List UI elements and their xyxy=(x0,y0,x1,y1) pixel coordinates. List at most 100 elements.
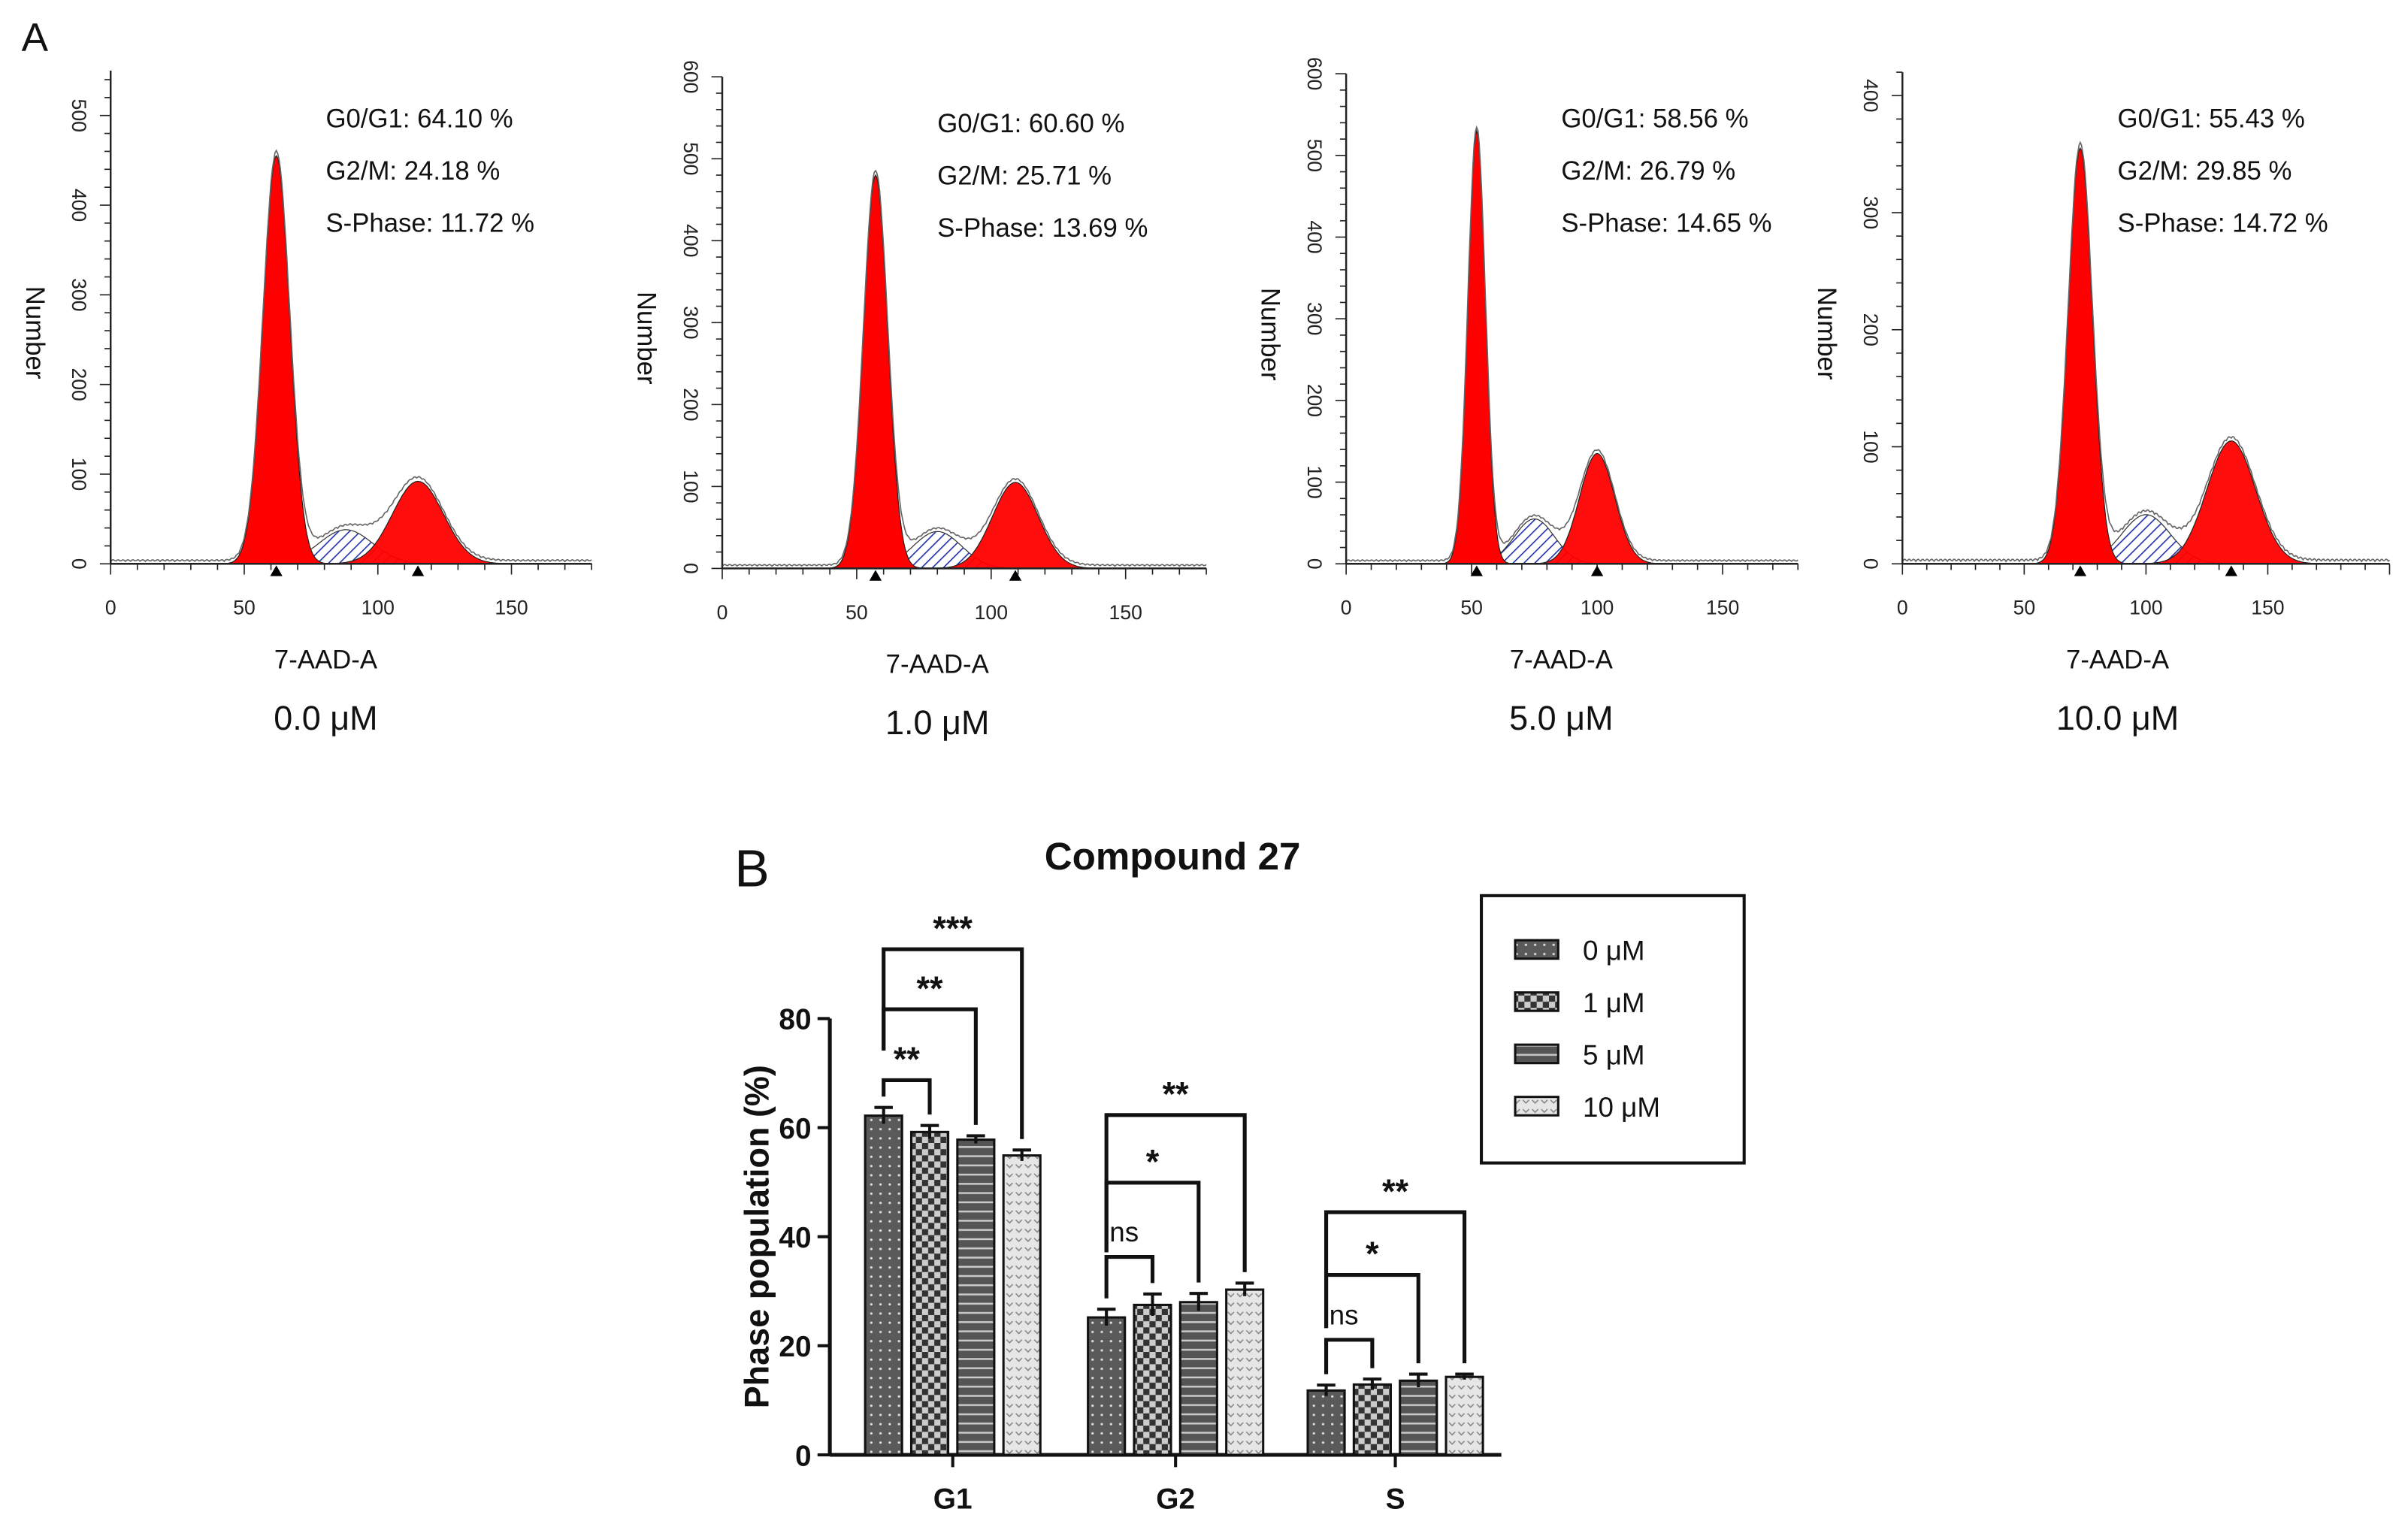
x-tick-label: 150 xyxy=(1109,601,1142,624)
legend-swatch xyxy=(1514,1043,1559,1065)
category-label: G2 xyxy=(1156,1483,1195,1516)
error-bar xyxy=(1408,1372,1428,1388)
error-bar xyxy=(920,1123,939,1139)
phase-stat: S-Phase: 11.72 % xyxy=(325,210,534,238)
bar xyxy=(1002,1154,1042,1456)
y-tick-label: 400 xyxy=(1859,79,1882,112)
legend-swatch xyxy=(1514,939,1559,960)
bar xyxy=(1133,1303,1172,1456)
y-tick-label: 500 xyxy=(68,99,90,132)
error-bar xyxy=(1143,1292,1162,1316)
s-phase-area xyxy=(110,529,592,564)
x-axis-label: 7-AAD-A xyxy=(274,646,378,674)
y-tick-label: 200 xyxy=(679,388,702,421)
significance-label: ** xyxy=(894,1040,921,1078)
significance-label: ** xyxy=(1382,1172,1409,1211)
y-tick-label: 40 xyxy=(779,1222,811,1254)
panel-b-label: B xyxy=(734,839,769,898)
y-tick-label: 20 xyxy=(779,1331,811,1363)
y-tick-label: 600 xyxy=(679,60,702,93)
significance-label: ** xyxy=(917,969,944,1008)
phase-stat: G2/M: 26.79 % xyxy=(1561,157,1735,186)
y-tick-label: 200 xyxy=(68,367,90,401)
phase-stat: G2/M: 24.18 % xyxy=(325,157,500,186)
condition-label: 10.0 μM xyxy=(2056,699,2179,737)
bar xyxy=(1399,1379,1438,1456)
histogram-envelope xyxy=(721,169,1207,567)
condition-label: 1.0 μM xyxy=(885,703,989,742)
y-tick-label: 500 xyxy=(1303,139,1326,172)
significance-bracket xyxy=(882,1078,932,1115)
error-bar xyxy=(967,1134,985,1144)
error-bar xyxy=(874,1105,893,1124)
phase-stat: S-Phase: 14.65 % xyxy=(1561,210,1771,238)
bar xyxy=(1087,1316,1127,1456)
y-tick-label: 100 xyxy=(1859,430,1882,463)
histogram-panels: 0 50 100 1500100200300400500Number7-AAD-A0.… xyxy=(20,57,2391,742)
x-tick-label: 50 xyxy=(233,597,256,619)
y-tick-label: 0 xyxy=(68,558,90,570)
y-tick-label: 200 xyxy=(1303,384,1326,417)
y-tick-label: 60 xyxy=(779,1113,811,1145)
condition-label: 0.0 μM xyxy=(274,699,377,737)
y-tick-label: 200 xyxy=(1859,313,1882,346)
g2-peak-area xyxy=(1346,452,1798,564)
legend-label: 10 μM xyxy=(1583,1092,1660,1123)
phase-stat: G0/G1: 58.56 % xyxy=(1561,105,1748,134)
phase-stat: S-Phase: 13.69 % xyxy=(937,214,1148,243)
significance-bracket xyxy=(882,947,1024,1139)
y-tick-label: 400 xyxy=(679,224,702,257)
g1-peak-area xyxy=(1346,129,1798,564)
x-tick-label: 150 xyxy=(2251,597,2284,619)
x-tick-label: 150 xyxy=(495,597,528,619)
significance-label: ns xyxy=(1330,1299,1359,1330)
peak-marker-icon xyxy=(2225,565,2237,576)
y-axis-label: Phase population (%) xyxy=(737,1065,776,1408)
peak-marker-icon xyxy=(1590,565,1604,576)
condition-label: 5.0 μM xyxy=(1509,699,1613,737)
significance-bracket xyxy=(1323,1338,1375,1374)
y-axis-label: Number xyxy=(632,292,661,385)
phase-stat: G2/M: 29.85 % xyxy=(2118,157,2292,186)
significance-bracket xyxy=(1104,1113,1247,1272)
bar xyxy=(1306,1389,1346,1456)
bar xyxy=(956,1138,996,1456)
y-tick-label: 400 xyxy=(68,189,90,222)
s-phase-area xyxy=(1902,514,2390,564)
x-tick-label: 100 xyxy=(362,597,395,619)
y-tick-label: 0 xyxy=(679,563,702,574)
histogram-panel: 0 50 100 150 0 100 200 300 400 500 600 Number 7-AAD-… xyxy=(1256,57,1799,737)
peak-marker-icon xyxy=(1009,570,1022,581)
y-tick-label: 300 xyxy=(679,306,702,339)
x-tick-label: 50 xyxy=(1460,597,1483,619)
error-bar xyxy=(1317,1383,1336,1396)
y-axis-label: Number xyxy=(20,286,49,379)
chart-title: Compound 27 xyxy=(1045,835,1301,878)
histogram-envelope xyxy=(1901,141,2391,563)
error-bar xyxy=(1235,1281,1254,1296)
phase-stat: G0/G1: 64.10 % xyxy=(325,105,513,134)
error-bar xyxy=(1012,1148,1031,1161)
x-tick-label: 0 xyxy=(717,601,728,624)
x-tick-label: 50 xyxy=(846,601,868,624)
panel-a-label: A xyxy=(22,15,49,59)
y-tick-label: 100 xyxy=(1303,465,1326,498)
significance-label: * xyxy=(1366,1235,1379,1273)
x-tick-label: 0 xyxy=(1897,597,1908,619)
y-tick-label: 100 xyxy=(68,458,90,491)
legend-label: 5 μM xyxy=(1583,1040,1645,1071)
y-tick-label: 300 xyxy=(68,278,90,311)
phase-stat: G0/G1: 60.60 % xyxy=(937,110,1124,138)
legend-swatch xyxy=(1514,991,1559,1012)
significance-label: ** xyxy=(1163,1075,1190,1114)
x-tick-label: 0 xyxy=(105,597,116,619)
error-bar xyxy=(1097,1308,1116,1326)
significance-bracket xyxy=(1323,1210,1467,1364)
phase-stat: S-Phase: 14.72 % xyxy=(2118,210,2328,238)
category-label: G1 xyxy=(933,1483,973,1516)
x-tick-label: 50 xyxy=(2013,597,2036,619)
y-tick-label: 500 xyxy=(679,142,702,175)
bar xyxy=(1444,1375,1484,1456)
y-tick-label: 0 xyxy=(1303,558,1326,570)
